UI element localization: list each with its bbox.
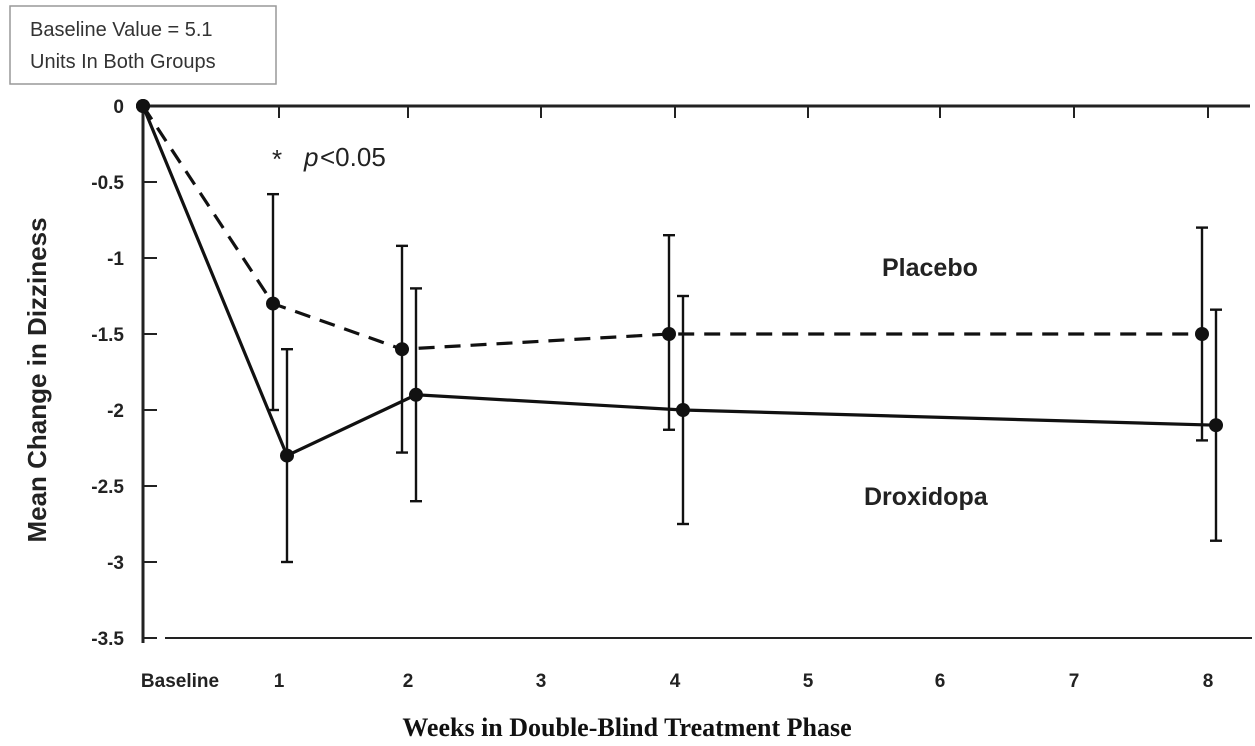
significance-p: p xyxy=(303,142,318,172)
series-layer xyxy=(136,99,1223,564)
x-tick-label: 4 xyxy=(670,671,681,692)
x-tick-label: 7 xyxy=(1069,671,1080,692)
x-axis-label: Weeks in Double-Blind Treatment Phase xyxy=(402,713,851,742)
y-ticks: 0 -0.5 -1 -1.5 -2 -2.5 -3 -3.5 xyxy=(91,97,157,650)
y-tick-label: -2 xyxy=(107,401,124,422)
data-point-placebo xyxy=(266,296,280,311)
baseline-note-line1: Baseline Value = 5.1 xyxy=(30,19,213,41)
x-tick-label: 1 xyxy=(274,671,285,692)
y-tick-label: -3.5 xyxy=(91,629,124,650)
x-tick-label: 2 xyxy=(403,671,414,692)
data-point-placebo xyxy=(1195,327,1209,341)
y-tick-label: -0.5 xyxy=(91,173,124,194)
baseline-note-box: Baseline Value = 5.1 Units In Both Group… xyxy=(9,5,277,85)
significance-threshold: <0.05 xyxy=(320,142,386,172)
y-axis-label: Mean Change in Dizziness xyxy=(22,217,52,542)
data-point-droxidopa xyxy=(136,99,150,113)
data-point-placebo xyxy=(395,342,409,357)
data-point-droxidopa xyxy=(409,387,423,402)
y-tick-label: 0 xyxy=(113,97,124,118)
data-point-droxidopa xyxy=(676,403,690,417)
series-label-placebo: Placebo xyxy=(882,254,978,282)
x-tick-label: 6 xyxy=(935,671,946,692)
x-tick-label: 8 xyxy=(1203,671,1214,692)
significance-star: * xyxy=(272,144,282,174)
data-point-droxidopa xyxy=(1209,418,1223,433)
x-tick-label: 5 xyxy=(803,671,814,692)
data-point-droxidopa xyxy=(280,448,294,463)
y-tick-label: -3 xyxy=(107,553,124,574)
series-line-placebo xyxy=(141,105,1202,351)
series-label-droxidopa: Droxidopa xyxy=(864,483,989,511)
significance-note: * p <0.05 xyxy=(272,142,386,174)
y-tick-label: -1.5 xyxy=(91,325,124,346)
baseline-note-line2: Units In Both Groups xyxy=(30,51,216,73)
y-tick-label: -2.5 xyxy=(91,477,124,498)
data-point-placebo xyxy=(662,327,676,341)
x-tick-label: 3 xyxy=(536,671,547,692)
x-tick-label: Baseline xyxy=(141,671,219,692)
x-ticks: Baseline 1 2 3 4 5 6 7 8 xyxy=(141,106,1213,692)
y-tick-label: -1 xyxy=(107,249,124,270)
